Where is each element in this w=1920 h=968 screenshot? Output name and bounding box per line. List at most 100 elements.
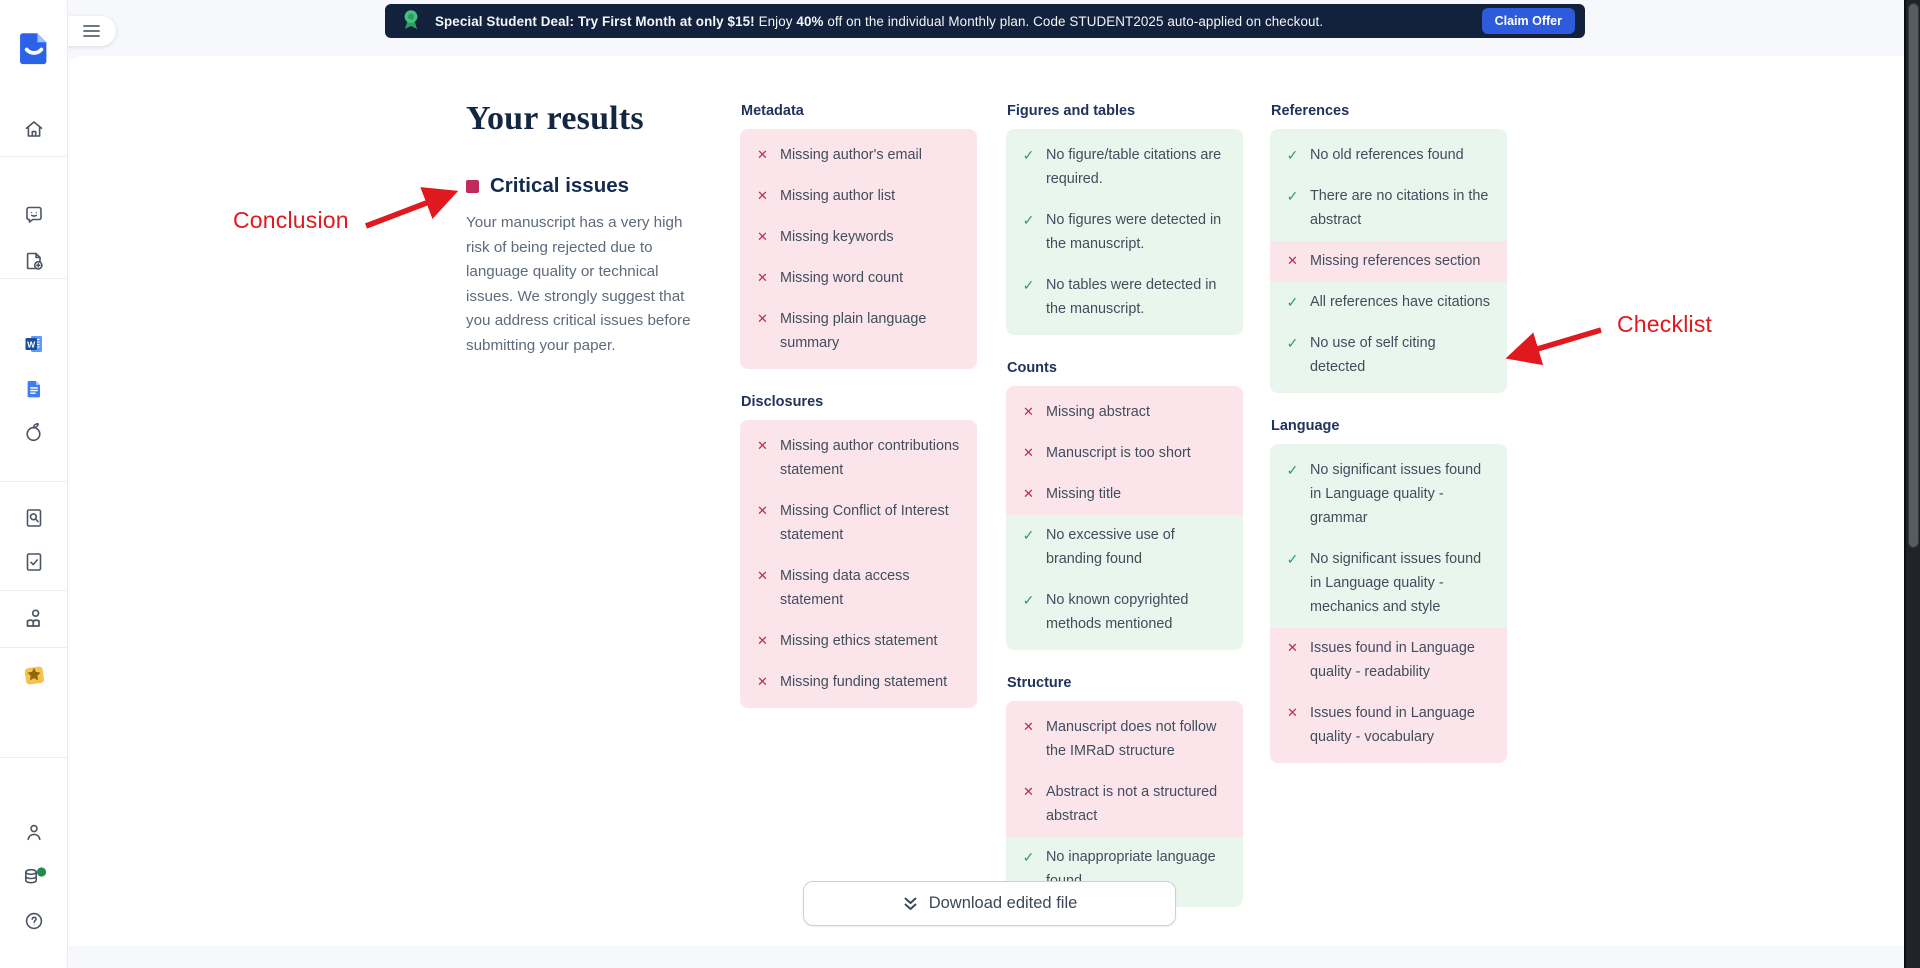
check-item-text: Manuscript does not follow the IMRaD str… (1046, 719, 1217, 759)
checklist-card: ✓ No old references found ✓ There are no ci… (1270, 129, 1507, 393)
check-fail-icon: ✕ (1287, 253, 1298, 268)
check-item-text: Missing Conflict of Interest statement (780, 503, 949, 543)
document-check-icon[interactable] (0, 547, 68, 577)
check-fail-icon: ✕ (757, 633, 768, 648)
check-pass-icon: ✓ (1022, 527, 1035, 543)
claim-offer-button[interactable]: Claim Offer (1481, 8, 1575, 34)
check-item: ✕ Missing author list (740, 175, 977, 217)
sidebar-divider (0, 590, 68, 591)
help-icon[interactable] (0, 906, 68, 936)
award-ribbon-icon (404, 10, 418, 29)
check-item-text: No figures were detected in the manuscri… (1046, 212, 1222, 252)
banner-text-segment: 40% (796, 13, 824, 29)
banner-text: Special Student Deal: Try First Month at… (435, 14, 1323, 29)
download-button-label: Download edited file (928, 894, 1078, 912)
scrollbar-thumb[interactable] (1908, 3, 1919, 548)
check-item-text: Abstract is not a structured abstract (1046, 784, 1218, 824)
check-item-text: Missing author contributions statement (780, 438, 960, 478)
app-logo[interactable] (0, 33, 68, 65)
section-title: References (1271, 103, 1350, 119)
check-item-text: No tables were detected in the manuscrip… (1046, 277, 1217, 317)
check-pass-icon: ✓ (1286, 551, 1299, 567)
download-edited-file-button[interactable]: Download edited file (803, 881, 1176, 926)
check-fail-icon: ✕ (757, 229, 768, 244)
check-item-text: Missing author's email (780, 147, 922, 163)
banner-text-segment: off on the individual Monthly plan. Code… (823, 13, 1324, 29)
checklist-column-2: Figures and tables ✓ No figure/table citat… (1006, 103, 1243, 932)
check-item: ✕ Missing abstract (1006, 386, 1243, 433)
check-item-text: Missing word count (780, 270, 904, 286)
checklist-column-1: Metadata ✕ Missing author's email ✕ Missing … (740, 103, 977, 733)
annotation-conclusion-label: Conclusion (233, 207, 349, 233)
check-item: ✕ Issues found in Language quality - voca… (1270, 692, 1507, 763)
section-title: Metadata (741, 103, 804, 119)
check-item-text: Missing funding statement (780, 674, 948, 690)
section-title: Figures and tables (1007, 103, 1136, 119)
check-fail-icon: ✕ (1023, 719, 1034, 734)
check-fail-icon: ✕ (757, 147, 768, 162)
check-item: ✕ Manuscript is too short (1006, 432, 1243, 474)
check-item: ✕ Missing plain language summary (740, 298, 977, 369)
check-item: ✓ No figures were detected in the manuscr… (1006, 199, 1243, 265)
critical-severity-square (466, 179, 479, 193)
citrus-icon[interactable] (0, 417, 68, 447)
check-fail-icon: ✕ (757, 674, 768, 689)
check-pass-icon: ✓ (1286, 462, 1299, 478)
ms-word-icon[interactable]: W (0, 329, 68, 359)
check-item: ✕ Missing ethics statement (740, 620, 977, 662)
check-item: ✕ Missing references section (1270, 240, 1507, 282)
check-item: ✓ No excessive use of branding found (1006, 514, 1243, 580)
footer-strip (68, 946, 1904, 968)
check-fail-icon: ✕ (1023, 404, 1034, 419)
checklist-column-3: References ✓ No old references found ✓ There… (1270, 103, 1507, 788)
check-pass-icon: ✓ (1286, 147, 1299, 163)
premium-star-icon[interactable] (0, 660, 68, 690)
check-item-text: Missing data access statement (780, 568, 910, 608)
check-item-text: No significant issues found in Language … (1310, 551, 1482, 615)
check-fail-icon: ✕ (757, 270, 768, 285)
credits-icon[interactable] (0, 861, 68, 891)
check-item-text: Missing plain language summary (780, 311, 927, 351)
check-item-text: Missing keywords (780, 229, 894, 245)
checklist-card: ✕ Missing author's email ✕ Missing author l… (740, 129, 977, 369)
severity-heading: Critical issues (490, 174, 630, 197)
section-title: Counts (1007, 360, 1057, 376)
check-item: ✓ No old references found (1270, 129, 1507, 176)
section-title: Structure (1007, 675, 1072, 691)
check-pass-icon: ✓ (1022, 592, 1035, 608)
check-pass-icon: ✓ (1022, 849, 1035, 865)
check-pass-icon: ✓ (1286, 188, 1299, 204)
check-item-text: Missing title (1046, 486, 1122, 502)
check-item: ✓ No tables were detected in the manuscri… (1006, 264, 1243, 335)
check-item: ✓ No known copyrighted methods mentioned (1006, 579, 1243, 650)
check-item: ✓ No significant issues found in Language… (1270, 444, 1507, 539)
checklist-card: ✕ Missing author contributions statement ✕… (740, 420, 977, 708)
menu-toggle-button[interactable] (66, 16, 116, 46)
results-panel (68, 56, 1904, 946)
check-item-text: Missing abstract (1046, 404, 1150, 420)
new-document-icon[interactable] (0, 246, 68, 276)
check-item-text: No known copyrighted methods mentioned (1046, 592, 1189, 632)
check-item-text: No excessive use of branding found (1046, 527, 1175, 567)
document-search-icon[interactable] (0, 503, 68, 533)
google-docs-icon[interactable] (0, 374, 68, 404)
check-item: ✕ Missing keywords (740, 216, 977, 258)
researcher-icon[interactable] (0, 603, 68, 633)
check-pass-icon: ✓ (1022, 147, 1035, 163)
check-item: ✕ Missing author contributions statement (740, 420, 977, 491)
checklist-card: ✕ Manuscript does not follow the IMRaD st… (1006, 701, 1243, 907)
account-icon[interactable] (0, 817, 68, 847)
feedback-chat-icon[interactable] (0, 200, 68, 230)
check-item: ✕ Missing title (1006, 473, 1243, 515)
banner-text-segment: Enjoy (754, 13, 797, 29)
check-item-text: No old references found (1310, 147, 1464, 163)
check-fail-icon: ✕ (757, 503, 768, 518)
check-fail-icon: ✕ (757, 438, 768, 453)
sidebar-divider (0, 481, 68, 482)
hamburger-icon (82, 25, 100, 37)
vertical-scrollbar[interactable] (1904, 0, 1920, 968)
check-item: ✓ No figure/table citations are required. (1006, 129, 1243, 200)
check-item-text: No significant issues found in Language … (1310, 462, 1482, 526)
home-icon[interactable] (0, 114, 68, 144)
check-pass-icon: ✓ (1286, 335, 1299, 351)
